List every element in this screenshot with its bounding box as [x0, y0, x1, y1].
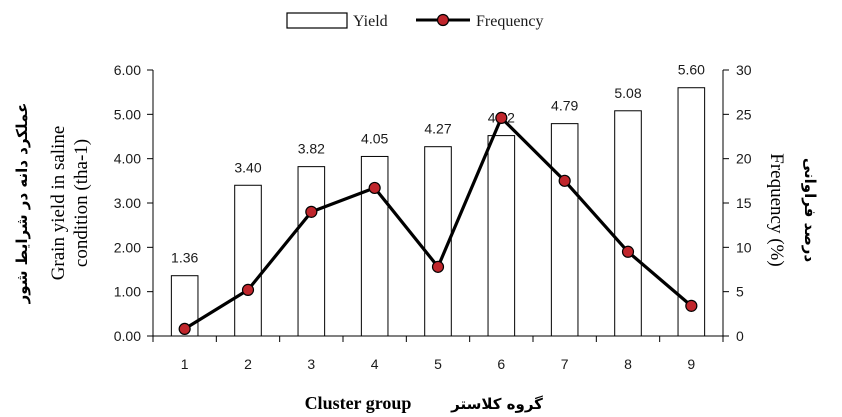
frequency-point	[368, 181, 381, 195]
yield-data-label: 3.40	[234, 159, 261, 175]
yield-data-label: 5.60	[678, 62, 705, 78]
frequency-point	[495, 111, 508, 124]
yield-data-label: 3.82	[298, 141, 325, 157]
yield-data-label: 5.08	[614, 85, 641, 101]
left-y-ticks: 0.00 1.00 2.00 3.00 4.00 5.00 6.00	[114, 62, 153, 344]
yield-data-label: 4.79	[551, 98, 578, 114]
frequency-point	[621, 245, 635, 258]
frequency-point	[241, 283, 255, 296]
x-tick-label: 8	[624, 356, 632, 372]
left-axis-title-fa: عملکرد دانه در شرایط شور	[13, 103, 31, 305]
yield-bar	[234, 184, 262, 337]
frequency-markers	[178, 111, 698, 336]
right-axis-title-en: Frequency (%)	[766, 153, 787, 266]
left-tick-label: 1.00	[114, 284, 141, 300]
frequency-point	[685, 299, 698, 312]
left-tick-label: 4.00	[114, 151, 141, 167]
right-tick-label: 25	[736, 106, 752, 122]
legend-yield-label: Yield	[353, 13, 388, 30]
x-tick-label: 4	[371, 356, 379, 372]
frequency-point	[431, 260, 445, 273]
yield-data-label: 4.27	[424, 121, 451, 137]
legend-yield-swatch	[286, 12, 348, 29]
frequency-point	[305, 205, 318, 218]
x-axis-title-fa: گروه کلاستر	[450, 395, 543, 413]
x-tick-label: 6	[497, 356, 505, 372]
left-axis-title-line2: condition (tha-1)	[71, 139, 92, 267]
right-y-ticks: 0 5 10 15 20 25 30	[723, 62, 752, 344]
left-tick-label: 2.00	[114, 239, 141, 255]
right-tick-label: 10	[736, 239, 752, 255]
x-tick-label: 7	[561, 356, 569, 372]
right-tick-label: 5	[736, 284, 744, 300]
legend: Yield Frequency	[286, 12, 544, 30]
left-axis-title-line1: Grain yield in saline	[48, 126, 69, 281]
left-tick-label: 5.00	[114, 106, 141, 122]
yield-bar	[297, 166, 326, 337]
left-tick-label: 3.00	[114, 195, 141, 211]
x-tick-label: 2	[244, 356, 252, 372]
x-tick-label: 3	[307, 356, 315, 372]
x-tick-label: 1	[181, 356, 189, 372]
right-axis-title-fa: درصد فراوانی	[801, 158, 819, 263]
yield-bar	[677, 87, 706, 337]
x-tick-label: 5	[434, 356, 442, 372]
left-tick-label: 6.00	[114, 62, 141, 78]
left-tick-label: 0.00	[114, 328, 141, 344]
yield-bar	[487, 135, 516, 337]
right-tick-label: 15	[736, 195, 752, 211]
yield-bar	[550, 123, 579, 337]
yield-bars	[170, 87, 706, 337]
right-tick-label: 20	[736, 151, 752, 167]
yield-bar	[424, 146, 452, 337]
right-tick-label: 0	[736, 328, 744, 344]
right-tick-label: 30	[736, 62, 752, 78]
frequency-point	[178, 322, 191, 336]
yield-data-labels: 1.363.403.824.054.274.524.795.085.60	[171, 62, 705, 266]
frequency-point	[558, 174, 571, 187]
x-ticks: 1 2 3 4 5 6 7 8 9	[152, 336, 724, 372]
legend-frequency-label: Frequency	[476, 13, 544, 30]
legend-frequency-marker	[436, 13, 450, 27]
yield-bar	[614, 110, 642, 337]
yield-data-label: 1.36	[171, 250, 198, 266]
x-tick-label: 9	[687, 356, 695, 372]
x-axis-title-en: Cluster group	[305, 393, 412, 413]
yield-data-label: 4.05	[361, 130, 388, 146]
